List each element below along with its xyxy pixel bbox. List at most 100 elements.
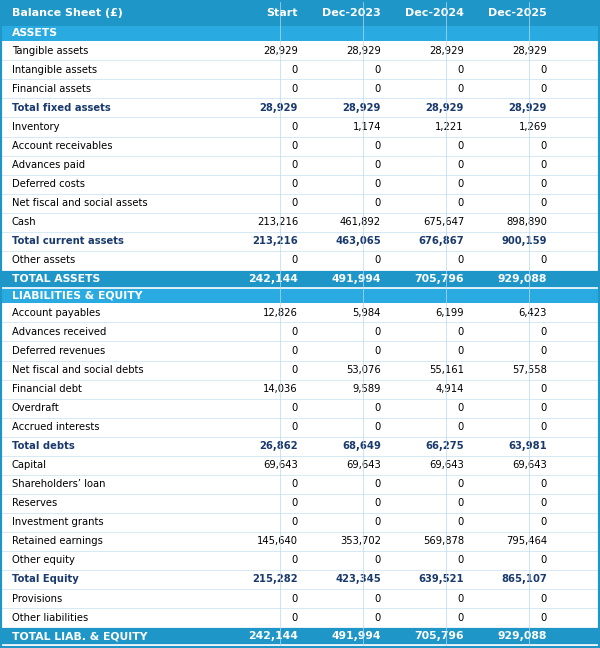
Text: Total debts: Total debts	[12, 441, 75, 451]
Text: Account payables: Account payables	[12, 308, 100, 318]
Text: 63,981: 63,981	[508, 441, 547, 451]
Text: 0: 0	[292, 327, 298, 337]
Text: 0: 0	[292, 255, 298, 265]
Text: 1,269: 1,269	[518, 122, 547, 132]
Text: 0: 0	[375, 480, 381, 489]
Text: 0: 0	[375, 498, 381, 508]
Bar	[1, 174, 599, 194]
Text: 0: 0	[458, 498, 464, 508]
Text: 6,423: 6,423	[518, 308, 547, 318]
Text: Accrued interests: Accrued interests	[12, 422, 100, 432]
Bar	[1, 551, 599, 570]
Text: 0: 0	[375, 555, 381, 566]
Text: 0: 0	[541, 384, 547, 394]
Text: 0: 0	[458, 555, 464, 566]
Text: 28,929: 28,929	[429, 46, 464, 56]
Bar	[1, 137, 599, 156]
Text: 68,649: 68,649	[342, 441, 381, 451]
Text: 28,929: 28,929	[346, 46, 381, 56]
Text: 12,826: 12,826	[263, 308, 298, 318]
Bar	[1, 98, 599, 117]
Text: 0: 0	[375, 160, 381, 170]
Text: 28,929: 28,929	[343, 103, 381, 113]
Text: 213,216: 213,216	[257, 217, 298, 227]
Text: 423,345: 423,345	[335, 575, 381, 584]
Text: 675,647: 675,647	[423, 217, 464, 227]
Bar	[1, 80, 599, 98]
Text: Start: Start	[266, 8, 298, 18]
Bar	[1, 194, 599, 213]
Text: 53,076: 53,076	[346, 365, 381, 375]
Text: 0: 0	[541, 198, 547, 208]
Bar	[1, 270, 599, 288]
Text: 0: 0	[541, 65, 547, 75]
Text: 0: 0	[541, 612, 547, 623]
Text: 215,282: 215,282	[253, 575, 298, 584]
Text: 865,107: 865,107	[501, 575, 547, 584]
Text: 491,994: 491,994	[331, 273, 381, 284]
Text: 0: 0	[292, 160, 298, 170]
Bar	[1, 341, 599, 360]
Bar	[1, 513, 599, 532]
Text: 0: 0	[292, 65, 298, 75]
Text: 898,890: 898,890	[506, 217, 547, 227]
Text: 28,929: 28,929	[425, 103, 464, 113]
Text: 0: 0	[375, 65, 381, 75]
Text: 0: 0	[375, 346, 381, 356]
Bar	[1, 494, 599, 513]
Text: 0: 0	[375, 84, 381, 94]
Text: 569,878: 569,878	[423, 537, 464, 546]
Text: 0: 0	[458, 198, 464, 208]
Text: 0: 0	[292, 480, 298, 489]
Text: Dec-2024: Dec-2024	[405, 8, 464, 18]
Text: Reserves: Reserves	[12, 498, 57, 508]
Text: 463,065: 463,065	[335, 237, 381, 246]
Bar	[1, 41, 599, 60]
Text: 69,643: 69,643	[263, 460, 298, 470]
Text: 28,929: 28,929	[260, 103, 298, 113]
Text: 145,640: 145,640	[257, 537, 298, 546]
Bar	[1, 303, 599, 323]
Text: 929,088: 929,088	[497, 273, 547, 284]
Text: Financial debt: Financial debt	[12, 384, 82, 394]
Bar	[1, 627, 599, 645]
Text: 0: 0	[292, 422, 298, 432]
Text: 0: 0	[375, 594, 381, 603]
Text: 0: 0	[292, 612, 298, 623]
Text: Other equity: Other equity	[12, 555, 75, 566]
Text: 0: 0	[292, 403, 298, 413]
Text: 0: 0	[541, 346, 547, 356]
Text: 0: 0	[541, 498, 547, 508]
Text: Intangible assets: Intangible assets	[12, 65, 97, 75]
Text: 900,159: 900,159	[502, 237, 547, 246]
Bar	[1, 156, 599, 174]
Text: 14,036: 14,036	[263, 384, 298, 394]
Text: Net fiscal and social assets: Net fiscal and social assets	[12, 198, 148, 208]
Text: Cash: Cash	[12, 217, 37, 227]
Text: 0: 0	[458, 160, 464, 170]
Text: ASSETS: ASSETS	[12, 29, 58, 38]
Text: 69,643: 69,643	[346, 460, 381, 470]
Text: 0: 0	[292, 179, 298, 189]
Text: 26,862: 26,862	[259, 441, 298, 451]
Text: 0: 0	[292, 141, 298, 151]
Text: Inventory: Inventory	[12, 122, 59, 132]
Text: Retained earnings: Retained earnings	[12, 537, 103, 546]
Text: Capital: Capital	[12, 460, 47, 470]
Text: 0: 0	[458, 422, 464, 432]
Text: 0: 0	[541, 422, 547, 432]
Text: 69,643: 69,643	[512, 460, 547, 470]
Text: 69,643: 69,643	[429, 460, 464, 470]
Text: 242,144: 242,144	[248, 273, 298, 284]
Text: 0: 0	[292, 122, 298, 132]
Text: 6,199: 6,199	[436, 308, 464, 318]
Text: Advances paid: Advances paid	[12, 160, 85, 170]
Text: 0: 0	[375, 612, 381, 623]
Text: 242,144: 242,144	[248, 631, 298, 641]
Text: 491,994: 491,994	[331, 631, 381, 641]
Bar	[1, 380, 599, 399]
Text: Deferred costs: Deferred costs	[12, 179, 85, 189]
Text: 0: 0	[541, 179, 547, 189]
Text: TOTAL LIAB. & EQUITY: TOTAL LIAB. & EQUITY	[12, 631, 148, 641]
Text: Other liabilities: Other liabilities	[12, 612, 88, 623]
